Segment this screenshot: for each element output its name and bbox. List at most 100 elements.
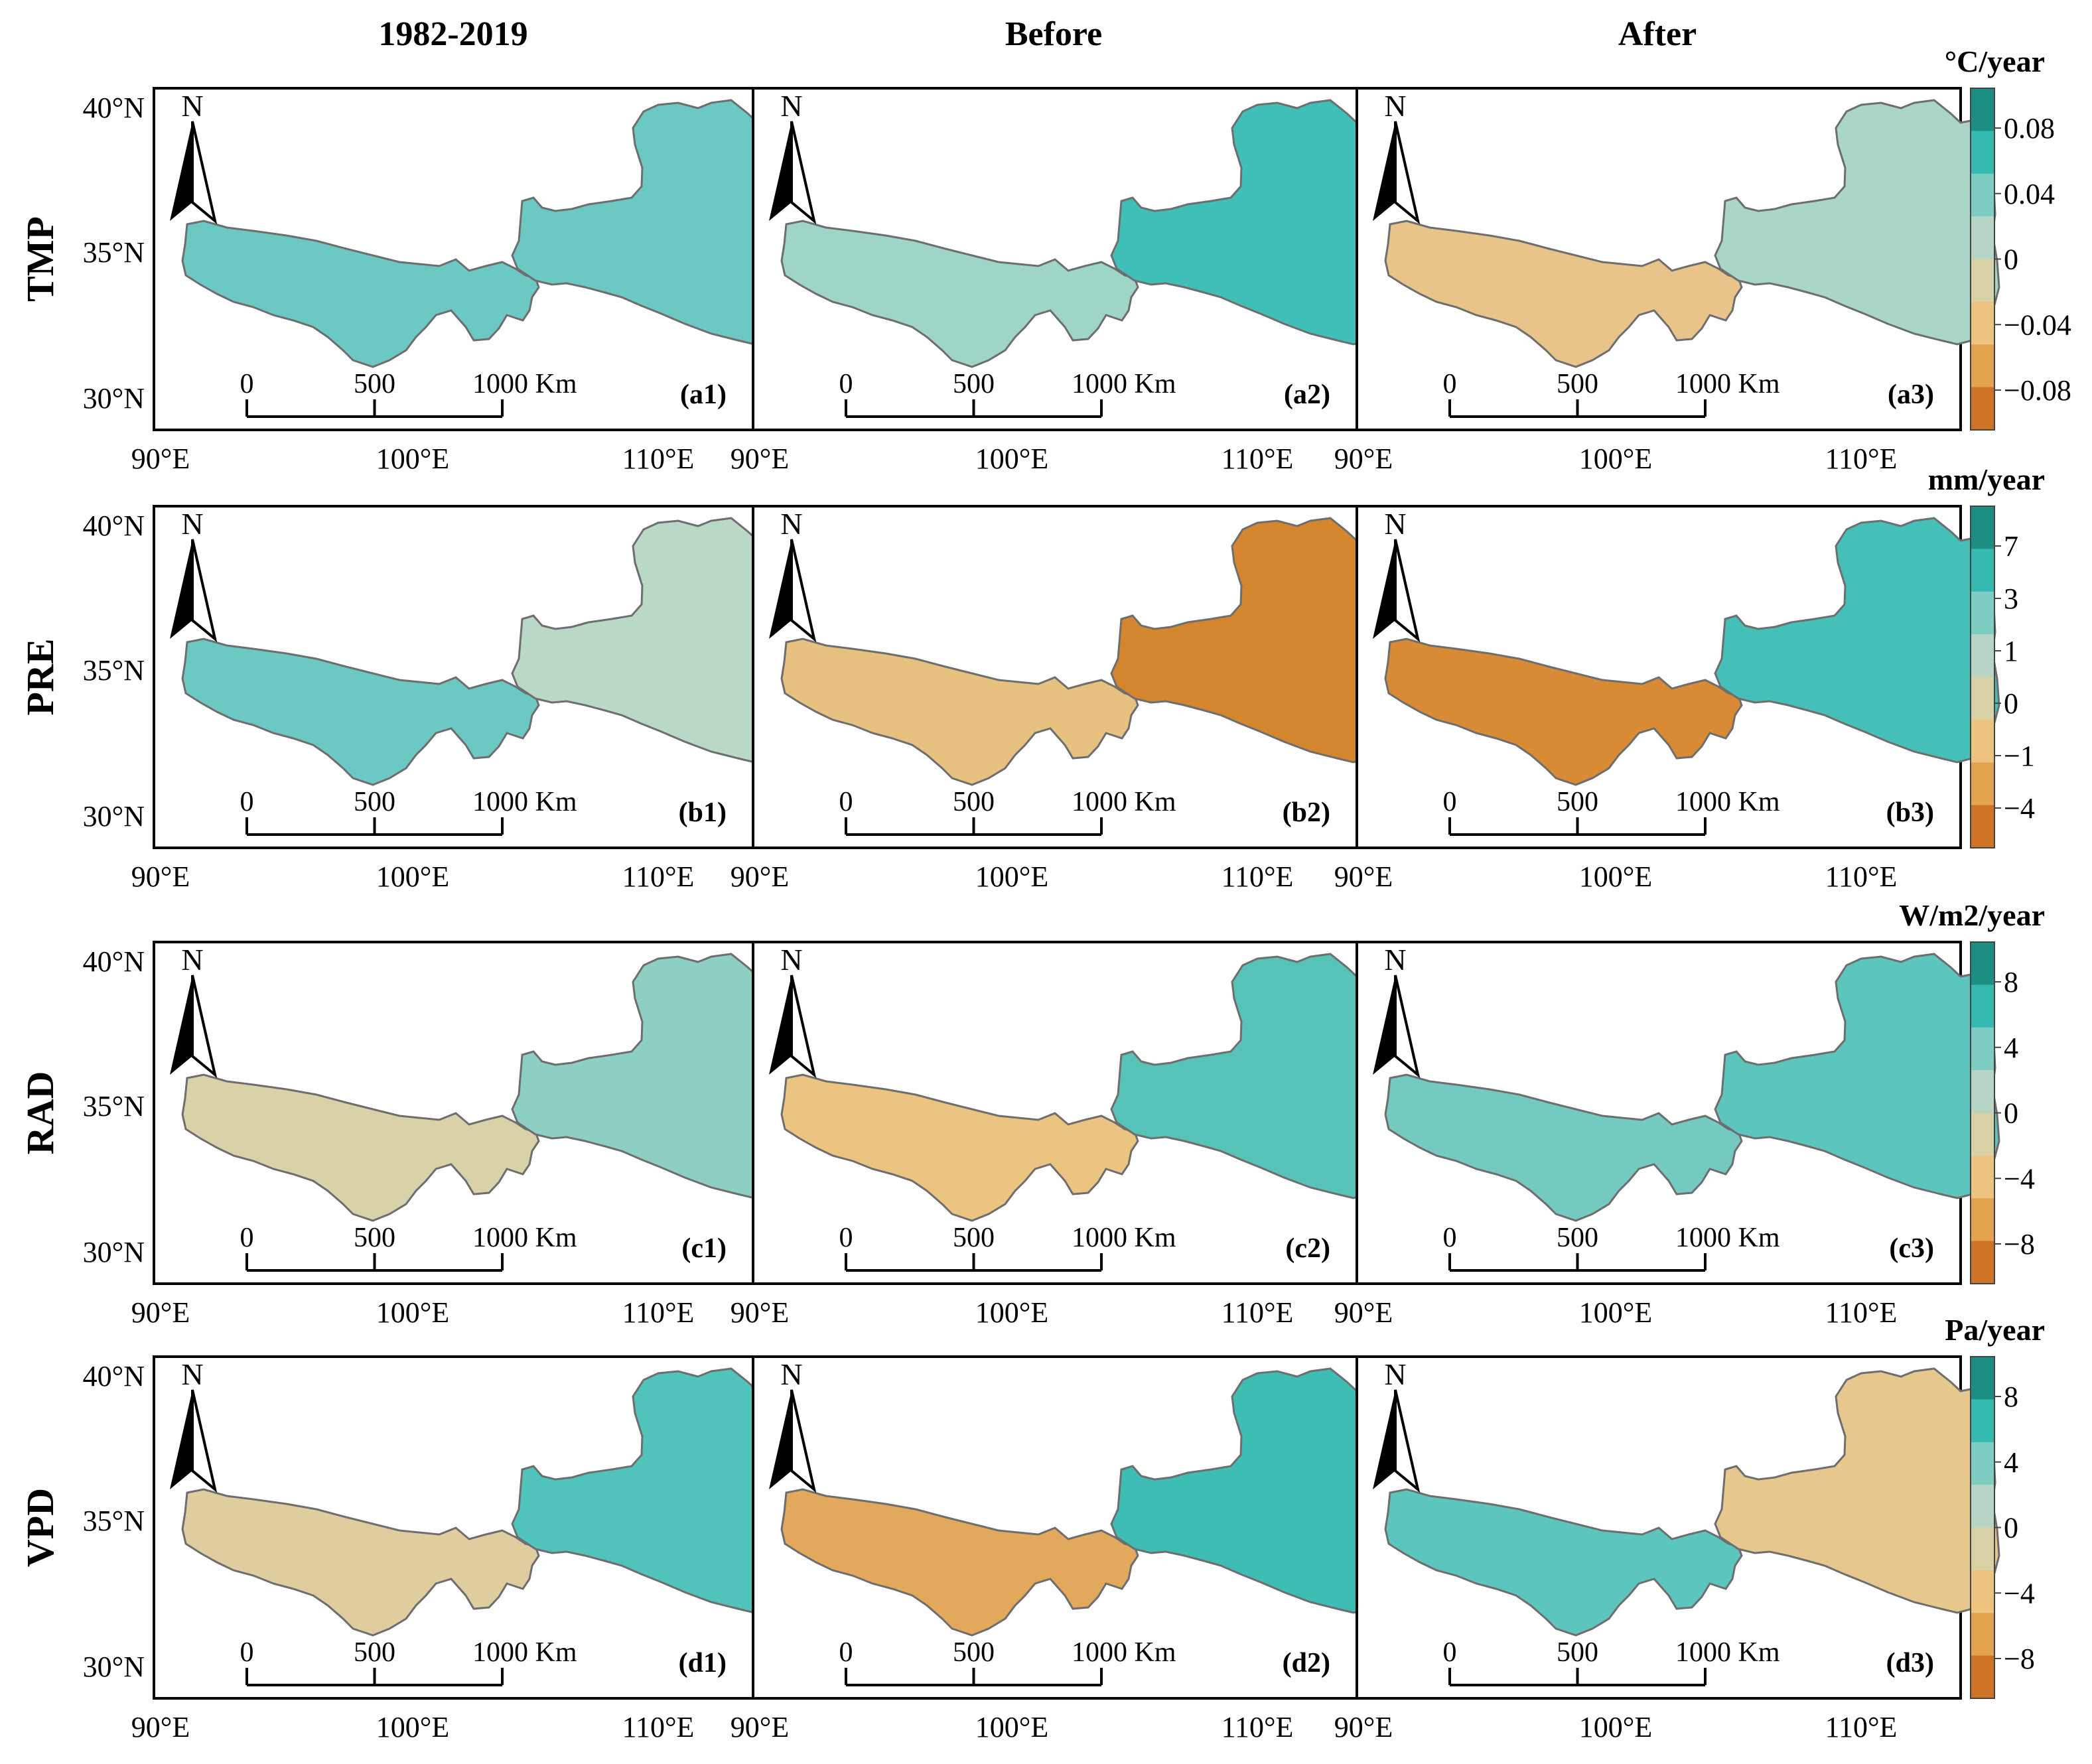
row-title: VPD: [19, 1488, 62, 1567]
latitude-label: 30°N: [83, 1651, 145, 1683]
colorbar-tick-label: 1: [2004, 635, 2018, 667]
colorbar-tick-label: 0: [2004, 1097, 2018, 1130]
basin-shapes: [181, 517, 798, 786]
colorbar: 8 4 0 −4 −8 W/m2/year: [1899, 898, 2045, 1284]
scale-bar-label: 500: [953, 787, 995, 817]
colorbar-tick-label: 8: [2004, 966, 2018, 998]
north-label: N: [780, 89, 802, 123]
basin-shapes: [780, 99, 1397, 368]
map-panel: N 0 500 1000 Km (c1) 90°E 100°E 110°E: [131, 941, 798, 1329]
scale-bar: 0 500 1000 Km: [240, 787, 577, 836]
map-panel: N 0 500 1000 Km (c2) 90°E 100°E 110°E: [731, 941, 1397, 1329]
colorbar-swatch: [1971, 506, 1994, 549]
row-rad: RAD 40°N 35°N 30°N N 0 500 1000 Km (c1) 90°E 100°E…: [19, 898, 2045, 1329]
upper-basin-region: [780, 1073, 1139, 1222]
longitude-label: 90°E: [731, 1711, 789, 1743]
upper-basin-region: [181, 220, 540, 368]
map-panel: N 0 500 1000 Km (d2) 90°E 100°E 110°E: [731, 1355, 1397, 1743]
scale-bar-label: 500: [354, 1223, 395, 1253]
latitude-label: 40°N: [83, 92, 145, 124]
map-panel: N 0 500 1000 Km (b1) 90°E 100°E 110°E: [131, 505, 798, 893]
row-pre: PRE 40°N 35°N 30°N N 0 500 1000 Km (b1) 90°E 100°E…: [19, 462, 2045, 893]
longitude-label: 110°E: [622, 1711, 695, 1743]
north-label: N: [181, 943, 203, 977]
colorbar-swatch: [1971, 1155, 1994, 1199]
colorbar-swatch: [1971, 173, 1994, 217]
scale-bar-label: 500: [1557, 369, 1598, 399]
scale-bar-label: 1000 Km: [1072, 369, 1176, 399]
scale-bar-label: 0: [839, 1637, 853, 1668]
colorbar-frame: [1970, 506, 1995, 848]
upper-basin-region: [1384, 1073, 1743, 1222]
scale-bar-label: 0: [1443, 1223, 1457, 1253]
basin-shapes: [181, 953, 798, 1222]
scale-bar: 0 500 1000 Km: [1443, 1637, 1780, 1686]
map-panel: N 0 500 1000 Km (b2) 90°E 100°E 110°E: [731, 505, 1397, 893]
panel-label: (d2): [1283, 1648, 1330, 1678]
colorbar-tick-label: 0.04: [2004, 178, 2055, 210]
upper-basin-region: [780, 1488, 1139, 1637]
panel-label: (b1): [679, 797, 727, 828]
map-panel: N 0 500 1000 Km (c3) 90°E 100°E 110°E: [1334, 941, 2000, 1329]
longitude-label: 110°E: [1825, 860, 1898, 893]
scale-bar: 0 500 1000 Km: [240, 369, 577, 418]
colorbar-tick-label: −8: [2004, 1228, 2035, 1260]
longitude-label: 90°E: [131, 860, 190, 893]
colorbar-swatch: [1971, 344, 1994, 388]
longitude-label: 100°E: [376, 442, 449, 475]
colorbar-tick-label: 0.08: [2004, 112, 2055, 145]
longitude-label: 90°E: [731, 1296, 789, 1329]
latitude-label: 35°N: [83, 654, 145, 687]
colorbar-swatch: [1971, 1241, 1994, 1284]
scale-bar: 0 500 1000 Km: [839, 369, 1176, 418]
map-panel: N 0 500 1000 Km (a3) 90°E 100°E 110°E: [1334, 87, 2000, 475]
basin-shapes: [780, 517, 1397, 786]
scale-bar-label: 1000 Km: [1675, 369, 1780, 399]
latitude-label: 40°N: [83, 509, 145, 542]
scale-bar-label: 1000 Km: [1072, 1223, 1176, 1253]
longitude-label: 100°E: [1579, 1711, 1652, 1743]
upper-basin-region: [1384, 220, 1743, 368]
longitude-label: 90°E: [131, 442, 190, 475]
colorbar-tick-label: −0.08: [2004, 374, 2071, 407]
longitude-label: 110°E: [1221, 1711, 1294, 1743]
scale-bar-label: 1000 Km: [472, 1223, 577, 1253]
colorbar-swatch: [1971, 1198, 1994, 1242]
colorbar-tick-label: 8: [2004, 1381, 2018, 1413]
longitude-label: 100°E: [975, 1711, 1048, 1743]
scale-bar: 0 500 1000 Km: [240, 1223, 577, 1272]
longitude-label: 100°E: [975, 860, 1048, 893]
colorbar-swatch: [1971, 1655, 1994, 1699]
north-label: N: [780, 507, 802, 541]
scale-bar-label: 500: [1557, 1223, 1598, 1253]
panel-label: (d1): [679, 1648, 727, 1678]
colorbar-swatch: [1971, 942, 1994, 985]
north-label: N: [1384, 89, 1406, 123]
colorbar-tick-label: 0: [2004, 687, 2018, 720]
north-label: N: [780, 1357, 802, 1391]
latitude-label: 35°N: [83, 1090, 145, 1122]
north-label: N: [1384, 1357, 1406, 1391]
longitude-label: 90°E: [1334, 860, 1393, 893]
colorbar-unit: °C/year: [1945, 44, 2045, 78]
colorbar-tick-label: 7: [2004, 530, 2018, 563]
colorbar-tick-label: −0.04: [2004, 308, 2071, 341]
longitude-label: 110°E: [1825, 442, 1898, 475]
basin-shapes: [1384, 517, 2000, 786]
scale-bar: 0 500 1000 Km: [839, 1637, 1176, 1686]
north-label: N: [181, 89, 203, 123]
scale-bar-label: 1000 Km: [1072, 1637, 1176, 1668]
colorbar-swatch: [1971, 1527, 1994, 1571]
longitude-label: 100°E: [376, 1296, 449, 1329]
colorbar-swatch: [1971, 131, 1994, 174]
map-panel: N 0 500 1000 Km (d1) 90°E 100°E 110°E: [131, 1355, 798, 1743]
colorbar-swatch: [1971, 1613, 1994, 1657]
colorbar-tick-label: 0: [2004, 1512, 2018, 1544]
colorbar-swatch: [1971, 387, 1994, 431]
colorbar: 8 4 0 −4 −8 Pa/year: [1945, 1313, 2045, 1699]
colorbar-swatch: [1971, 805, 1994, 848]
north-label: N: [1384, 507, 1406, 541]
longitude-label: 90°E: [1334, 442, 1393, 475]
scale-bar-label: 0: [839, 1223, 853, 1253]
panel-label: (a3): [1888, 379, 1934, 410]
